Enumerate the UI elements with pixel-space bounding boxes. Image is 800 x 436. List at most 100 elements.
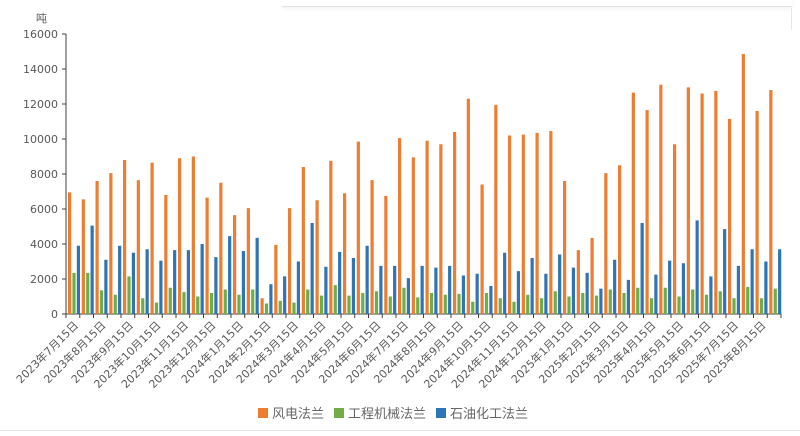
bar (718, 291, 722, 314)
bar (361, 293, 365, 314)
bar (379, 265, 383, 314)
bar (186, 250, 190, 314)
bar (296, 261, 300, 314)
bar (691, 289, 695, 314)
bar (466, 98, 470, 314)
bar (563, 181, 567, 314)
bar (241, 251, 245, 314)
bar (228, 236, 232, 314)
bar (292, 302, 296, 314)
bar (429, 293, 434, 314)
bar (274, 244, 278, 314)
bar (338, 251, 342, 314)
bar (388, 296, 392, 314)
bar (686, 87, 690, 314)
bar (209, 293, 214, 314)
panel-edge-right (791, 6, 792, 30)
bar (626, 279, 630, 314)
bar (173, 250, 177, 314)
bar (251, 289, 255, 314)
bar (374, 291, 379, 314)
bar (109, 173, 113, 314)
bar (613, 259, 617, 314)
bar (750, 249, 754, 314)
bar (475, 273, 479, 314)
bar (233, 215, 237, 314)
bar (416, 297, 420, 314)
bar (631, 92, 635, 314)
bar (778, 249, 782, 314)
bar (178, 158, 182, 314)
bar (324, 266, 328, 314)
bar (498, 298, 502, 314)
bar (306, 289, 310, 314)
bar (558, 254, 562, 314)
bar (200, 244, 204, 314)
bar (530, 258, 534, 314)
bar (168, 287, 172, 314)
bar (746, 286, 750, 314)
bar (618, 165, 622, 314)
bar (539, 298, 544, 314)
bar (535, 132, 539, 314)
bar (196, 296, 200, 314)
bar (576, 250, 580, 314)
bar (759, 298, 764, 314)
bar (434, 267, 438, 314)
bar (571, 267, 575, 314)
bar (154, 302, 159, 314)
legend-item-construction[interactable]: 工程机械法兰 (334, 403, 426, 422)
bar (453, 132, 457, 314)
bar (95, 181, 99, 314)
bar (343, 193, 347, 314)
bar (544, 273, 548, 314)
bar (553, 291, 557, 314)
bar (439, 144, 443, 314)
bar (136, 180, 140, 314)
bar (81, 199, 85, 314)
bar (398, 138, 402, 314)
legend-label: 石油化工法兰 (450, 407, 529, 422)
bar (86, 272, 90, 314)
legend-item-petrochemical[interactable]: 石油化工法兰 (436, 403, 528, 422)
bar (654, 274, 658, 314)
bar (365, 245, 369, 314)
bar (700, 93, 704, 314)
bar (329, 160, 333, 314)
bar (237, 294, 241, 314)
bar (76, 245, 80, 314)
bar (581, 293, 585, 314)
bar (191, 156, 195, 314)
bar (773, 288, 777, 314)
bar (278, 300, 282, 314)
y-tick-label: 14000 (23, 63, 58, 76)
bar (714, 90, 718, 314)
legend-label: 风电法兰 (272, 407, 325, 422)
bar (406, 278, 410, 314)
bar (567, 296, 571, 314)
bar (704, 294, 709, 314)
chart-legend: 风电法兰 工程机械法兰 石油化工法兰 (258, 403, 532, 422)
bar (516, 271, 520, 314)
bar (728, 118, 732, 314)
bar (764, 261, 768, 314)
bar (113, 294, 117, 314)
y-tick-label: 12000 (23, 98, 58, 111)
bar (526, 294, 530, 314)
bar (425, 140, 429, 314)
bar (104, 259, 108, 314)
divider (0, 430, 800, 431)
bar (319, 295, 324, 314)
bar (590, 237, 594, 314)
bar (269, 284, 273, 314)
legend-item-wind[interactable]: 风电法兰 (258, 403, 324, 422)
bar (585, 272, 589, 314)
y-tick-label: 6000 (30, 203, 58, 216)
bar (118, 245, 122, 314)
bar (608, 289, 612, 314)
bar (723, 229, 727, 314)
bar (549, 131, 553, 314)
bar (127, 276, 131, 314)
